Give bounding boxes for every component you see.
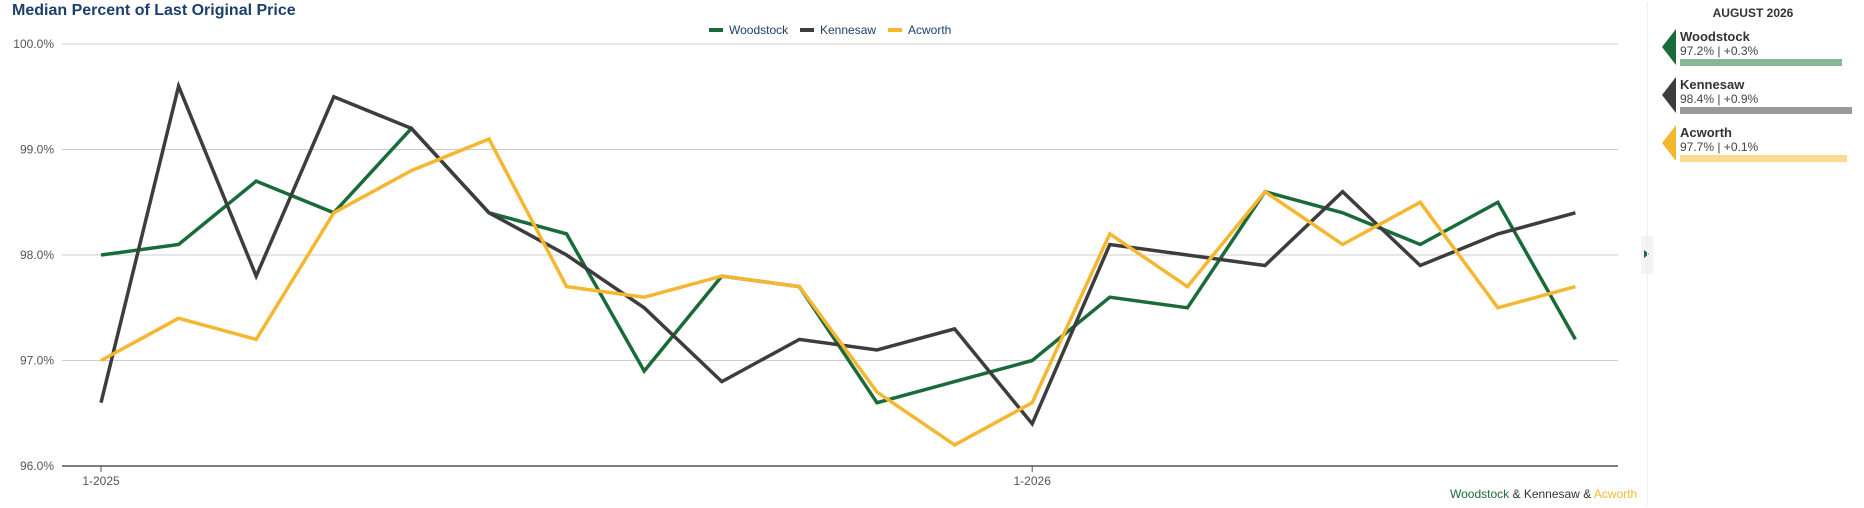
panel-item-value: 98.4% | +0.9% — [1680, 92, 1759, 106]
line-chart: Median Percent of Last Original Price Wo… — [12, 2, 1637, 501]
footer-woodstock: Woodstock — [1450, 487, 1510, 501]
x-tick-label: 1-2026 — [1014, 474, 1052, 488]
panel-item-bar — [1680, 107, 1852, 114]
footer-series-caption: Woodstock & Kennesaw & Acworth — [1450, 487, 1637, 501]
y-tick-label: 99.0% — [20, 143, 54, 157]
footer-sep-1: & — [1509, 487, 1524, 501]
panel-item-bar — [1680, 155, 1847, 162]
x-axis: 1-2025 1-2026 — [82, 466, 1051, 488]
series-line-kennesaw — [99, 80, 1576, 428]
grid-lines — [62, 43, 1618, 467]
caret-left-icon — [1662, 77, 1676, 113]
y-tick-label: 98.0% — [20, 248, 54, 262]
chart-legend: Woodstock Kennesaw Acworth — [709, 23, 951, 37]
x-tick-label: 1-2025 — [82, 474, 120, 488]
panel-item-name: Woodstock — [1680, 29, 1750, 44]
y-tick-label: 96.0% — [20, 459, 54, 473]
footer-acworth: Acworth — [1594, 487, 1637, 501]
y-tick-label: 97.0% — [20, 354, 54, 368]
caret-left-icon — [1662, 125, 1676, 161]
panel-heading: AUGUST 2026 — [1712, 6, 1794, 20]
series-line-woodstock — [100, 125, 1577, 405]
chart-title: Median Percent of Last Original Price — [12, 2, 296, 19]
series-line-acworth — [100, 136, 1576, 447]
side-panel: AUGUST 2026 Woodstock 97.2% | +0.3% Kennes… — [1647, 2, 1858, 506]
footer-sep-2: & — [1580, 487, 1594, 501]
caret-left-icon — [1662, 29, 1676, 65]
panel-item-woodstock[interactable]: Woodstock 97.2% | +0.3% — [1648, 29, 1858, 73]
panel-item-value: 97.2% | +0.3% — [1680, 44, 1759, 58]
legend-label-woodstock: Woodstock — [729, 23, 789, 37]
panel-item-value: 97.7% | +0.1% — [1680, 140, 1759, 154]
panel-item-name: Acworth — [1680, 125, 1732, 140]
legend-label-kennesaw: Kennesaw — [820, 23, 876, 37]
panel-item-acworth[interactable]: Acworth 97.7% | +0.1% — [1648, 125, 1858, 169]
y-axis: 100.0% 99.0% 98.0% 97.0% 96.0% — [13, 37, 54, 473]
panel-item-name: Kennesaw — [1680, 77, 1745, 92]
chevron-right-icon — [1644, 250, 1649, 258]
series-lines — [99, 80, 1577, 447]
y-tick-label: 100.0% — [13, 37, 54, 51]
footer-kennesaw: Kennesaw — [1524, 487, 1580, 501]
legend-label-acworth: Acworth — [908, 23, 951, 37]
panel-item-kennesaw[interactable]: Kennesaw 98.4% | +0.9% — [1648, 77, 1858, 121]
panel-item-bar — [1680, 59, 1842, 66]
